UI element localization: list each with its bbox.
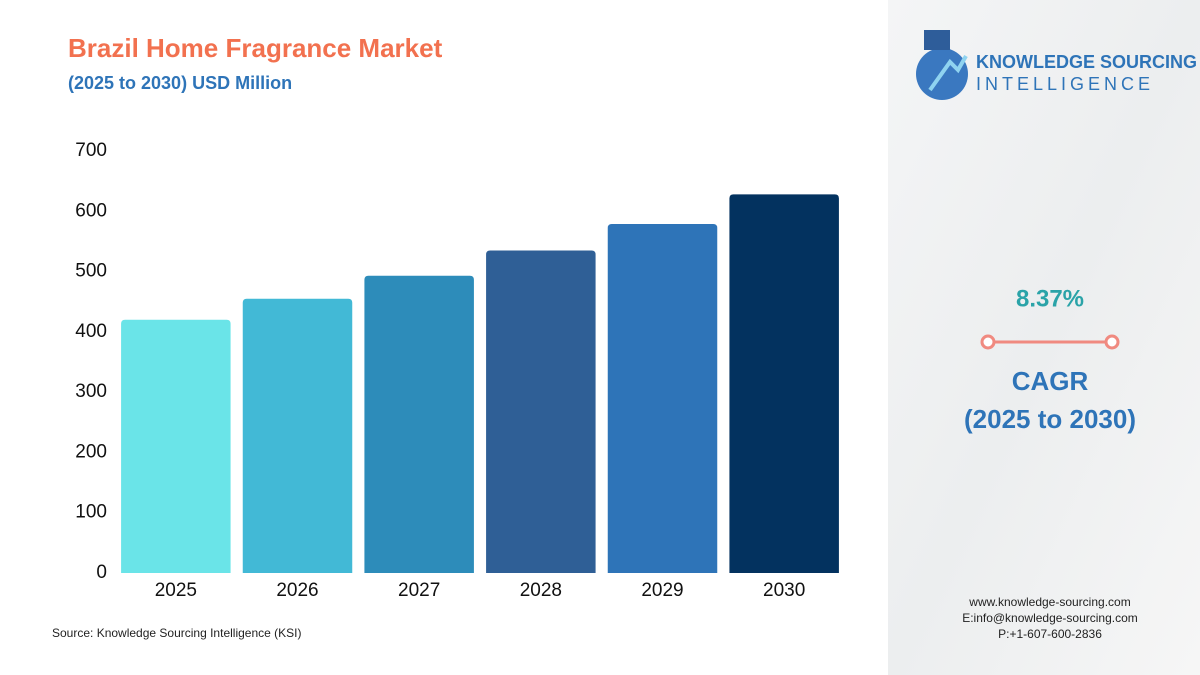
y-tick-label: 600 <box>75 200 107 221</box>
cagr-divider-dot <box>980 334 996 350</box>
cagr-value: 8.37% <box>1016 285 1084 312</box>
x-tick-label: 2028 <box>520 580 562 601</box>
chart-subtitle: (2025 to 2030) USD Million <box>68 73 292 93</box>
x-tick-label: 2025 <box>155 580 197 601</box>
logo-icon <box>924 30 950 50</box>
logo-text: INTELLIGENCE <box>976 74 1154 94</box>
bar <box>729 194 839 574</box>
x-tick-label: 2029 <box>641 580 683 601</box>
bar <box>121 319 231 573</box>
x-tick-label: 2027 <box>398 580 440 601</box>
y-tick-label: 0 <box>96 562 107 583</box>
bar <box>364 275 474 573</box>
logo-text: KNOWLEDGE SOURCING <box>976 52 1197 72</box>
bar <box>486 250 596 573</box>
sidebar-panel <box>888 0 1200 675</box>
chart-title: Brazil Home Fragrance Market <box>68 33 443 63</box>
y-tick-label: 200 <box>75 441 107 462</box>
y-tick-label: 400 <box>75 321 107 342</box>
x-tick-label: 2026 <box>276 580 318 601</box>
x-tick-label: 2030 <box>763 580 805 601</box>
contact: www.knowledge-sourcing.com <box>968 595 1130 609</box>
y-tick-label: 700 <box>75 140 107 161</box>
bar <box>242 298 353 573</box>
cagr-period: (2025 to 2030) <box>964 404 1136 434</box>
contact: P:+1-607-600-2836 <box>998 627 1102 641</box>
y-tick-label: 300 <box>75 381 107 402</box>
source: Source: Knowledge Sourcing Intelligence … <box>52 626 301 640</box>
bar <box>607 223 718 573</box>
contact: E:info@knowledge-sourcing.com <box>962 611 1138 625</box>
y-tick-label: 500 <box>75 261 107 282</box>
cagr-label: CAGR <box>1012 366 1089 396</box>
logo-arrow <box>928 55 968 92</box>
y-tick-label: 100 <box>75 502 107 523</box>
logo: KNOWLEDGE SOURCING INTELLIGENCE <box>916 30 1197 100</box>
cagr-divider-dot <box>1104 334 1120 350</box>
